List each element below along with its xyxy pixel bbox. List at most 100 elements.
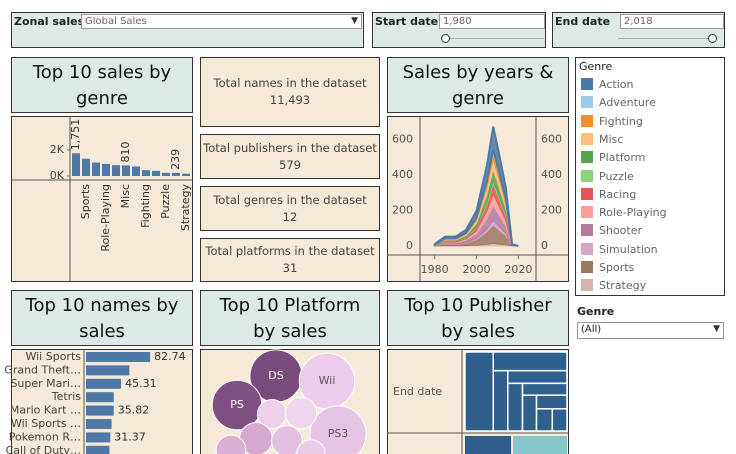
legend-item[interactable]: Fighting [581,114,643,129]
legend-item[interactable]: Sports [581,261,634,275]
x-tick-label: 2000 [463,263,491,276]
start-filter: Start date 1,980 [372,12,546,48]
dividers [11,116,569,454]
y-tick-label: Super Mari… [10,377,81,390]
bar [82,158,90,176]
panel-title: Top 10 Publisher by sales [387,290,569,346]
panel-title: Top 10 sales by genre [11,57,193,113]
slider-handle[interactable] [441,34,450,43]
treemap-cell [521,382,568,396]
slider-track [618,38,717,39]
y-tick-label: 400 [392,168,413,181]
bubble-label: PS3 [328,427,349,440]
x-tick-label: Strategy [179,184,192,232]
legend-item[interactable]: Action [581,78,633,92]
chart-panel [387,116,569,282]
value-label: 82.74 [154,350,186,363]
legend-swatch [581,224,593,237]
legend-swatch [581,206,593,219]
kpi-label: Total genres in the dataset [213,192,367,207]
dropdown[interactable]: (All) ▼ [577,322,724,339]
legend-title: Genre [579,60,613,73]
bar [86,378,122,389]
value-label: 239 [169,149,182,170]
date-input[interactable]: 2,018 [620,14,724,29]
x-tick-label: Sports [79,184,92,220]
legend-swatch [581,169,593,182]
legend-label: Puzzle [599,169,634,183]
panel-title: Top 10 Platform by sales [200,290,380,346]
kpi-label: Total platforms in the dataset [205,244,375,258]
legend-item[interactable]: Adventure [581,96,656,110]
kpi-value: 11,493 [269,93,311,107]
legend-item[interactable]: Platform [581,151,645,165]
treemap-cell [513,436,567,454]
legend-swatch [581,132,593,145]
bar [86,419,112,429]
treemap-cell [465,436,511,454]
dropdown-value: (All) [581,324,602,335]
end-filter: End date 2,018 [552,12,725,48]
x-tick-label: Puzzle [159,184,172,219]
bar [86,432,111,443]
legend-item[interactable]: Simulation [581,242,658,257]
legend-item[interactable]: Role-Playing [581,206,667,220]
bar [112,165,120,176]
legend-item[interactable]: Misc [581,132,624,147]
kpi-card: Total platforms in the dataset 31 [200,238,380,282]
kpi-value: 12 [282,209,298,224]
legend-swatch [581,187,593,200]
bar [162,172,170,176]
y-tick-label: Wii Sports [25,350,81,363]
bar [132,166,140,176]
y-tick-label: 2K [50,143,65,156]
kpi-card: Total genres in the dataset 12 [200,186,380,231]
y-tick-label: Wii Sports … [11,417,81,430]
bar [152,170,160,176]
legend-swatch [581,96,593,109]
legend-swatch [581,242,593,255]
dropdown-arrow: ▼ [713,324,720,334]
treemap-cell [521,394,538,432]
date-input[interactable]: 1,980 [439,14,545,29]
kpi-card: Total publishers in the dataset 579 [200,134,380,179]
legend-swatch [581,279,593,292]
y-tick-label: Tetris [51,390,82,403]
legend-item[interactable]: Puzzle [581,169,634,184]
bar [86,445,110,454]
filter-label: Start date [375,15,439,28]
slider-track [445,38,544,39]
treemap-cell [492,369,509,432]
treemap-cell [507,369,568,385]
slider-handle[interactable] [708,34,717,43]
y-tick-label: Grand Theft… [4,363,81,376]
y2-tick-label: 600 [541,132,562,145]
bubble [284,396,318,430]
bubble-label: Wii [319,374,336,387]
value-label: 45.31 [125,377,157,390]
legend-item[interactable]: Strategy [581,279,646,293]
legend-label: Misc [599,132,624,146]
filter-label: Genre [577,305,615,318]
x-tick-label: Fighting [139,184,152,228]
legend-item[interactable]: Racing [581,187,637,202]
zonal-filter: Zonal sales Global Sales ▼ [11,12,364,48]
bar [86,365,130,376]
y2-tick-label: 0 [541,239,548,252]
bar [72,153,80,176]
panel-title: Top 10 names by sales [11,290,193,346]
value-label: 31.37 [114,430,146,443]
dropdown[interactable]: Global Sales ▼ [81,14,362,29]
bar [122,165,130,176]
treemap-cell [535,394,568,410]
legend-swatch [581,261,593,273]
legend-label: Racing [599,187,637,201]
kpi-label: Total publishers in the dataset [203,140,377,155]
kpi-card: Total names in the dataset 11,493 [200,57,380,127]
y2-tick-label: 400 [541,168,562,181]
y-tick-label: 0K [50,169,65,182]
treemap-cell [492,351,568,372]
legend-label: Strategy [599,279,647,293]
legend-item[interactable]: Shooter [581,224,642,238]
